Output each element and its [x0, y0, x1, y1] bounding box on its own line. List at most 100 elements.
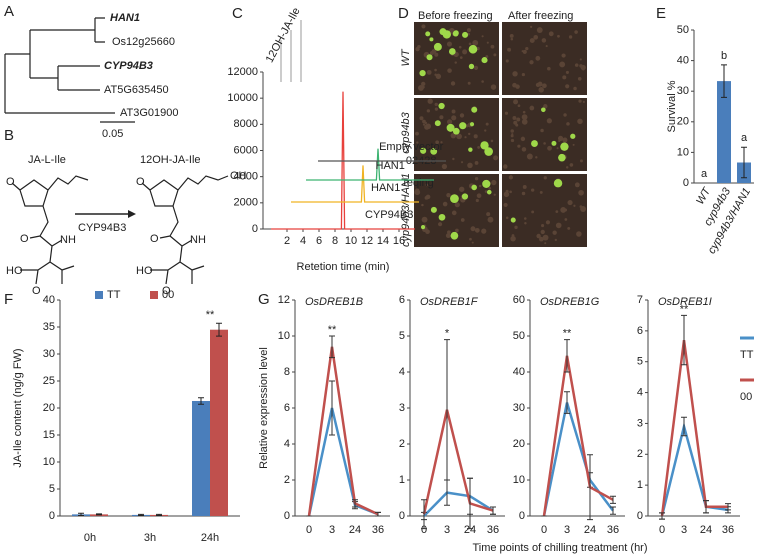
soil: [512, 116, 517, 120]
legend-label: 00: [740, 391, 752, 403]
y-tick-label: 5: [49, 483, 55, 495]
soil: [539, 190, 543, 194]
x-tick-label: 6: [316, 235, 322, 247]
chart-title: OsDREB1F: [420, 296, 479, 308]
y-axis-label: Survival %: [666, 80, 678, 132]
error-bar: [725, 503, 731, 511]
y-tick-label: 6: [399, 294, 405, 306]
atom-label: O: [150, 233, 159, 245]
y-tick-label: 7: [637, 294, 643, 306]
trace: [291, 165, 419, 203]
soil: [560, 207, 567, 213]
error-bar: [198, 397, 204, 405]
soil: [580, 159, 583, 163]
soil: [559, 61, 566, 68]
seedling: [429, 37, 434, 42]
atom-label: NH: [60, 234, 76, 246]
soil: [512, 71, 518, 77]
soil: [486, 212, 491, 217]
tree-branches: [4, 17, 115, 114]
soil: [509, 33, 514, 38]
atom-label: HO: [136, 265, 153, 277]
soil: [533, 35, 539, 40]
soil: [511, 133, 514, 136]
trace-label: HAN1: [371, 182, 400, 194]
soil: [517, 104, 521, 108]
x-tick-label: 12: [361, 235, 373, 247]
soil: [426, 69, 432, 75]
x-tick-label: 4: [300, 235, 306, 247]
y-tick-label: 3: [637, 417, 643, 429]
x-tick-label: 10: [345, 235, 357, 247]
soil: [474, 227, 480, 233]
soil: [481, 228, 487, 234]
atom-label: OH: [230, 170, 247, 182]
x-axis-label: Time points of chilling treatment (hr): [472, 542, 647, 554]
soil: [510, 129, 514, 133]
y-tick-label: 4000: [234, 171, 258, 183]
seedling: [510, 217, 516, 223]
error-bar: [610, 506, 616, 515]
trace-label: CYP94B3: [365, 209, 413, 221]
y-tick-label: 5: [637, 356, 643, 368]
soil: [424, 121, 428, 125]
soil: [573, 86, 577, 91]
soil: [567, 226, 571, 230]
panel-label: B: [4, 127, 14, 144]
soil: [415, 46, 420, 52]
seedling: [558, 153, 566, 162]
seedling: [553, 179, 563, 188]
soil: [434, 107, 439, 111]
error-bar: [329, 380, 335, 436]
soil: [523, 217, 527, 220]
scale-label: 0.05: [102, 128, 123, 140]
soil: [547, 66, 551, 71]
structure: [11, 175, 89, 285]
x-tick-label: 24h: [201, 532, 219, 544]
soil: [535, 156, 538, 159]
soil: [421, 24, 426, 29]
soil: [419, 116, 424, 121]
atom-label: NH: [190, 234, 206, 246]
reaction: JA-L-Ile 12OH-JA-Ile O O NH HO O CYP94B3…: [6, 154, 247, 297]
soil: [452, 157, 455, 161]
y-axis-label: Relative expression level: [258, 347, 270, 469]
y-tick-label: 60: [513, 294, 525, 306]
annotation: a: [741, 132, 748, 144]
photo: [502, 22, 587, 95]
soil: [505, 59, 509, 63]
seedling: [419, 69, 426, 77]
soil: [454, 202, 460, 208]
legend-swatch: [95, 291, 103, 299]
panel-label: G: [258, 291, 270, 308]
seedling: [452, 127, 460, 135]
soil: [435, 140, 440, 145]
x-tick-label: 0: [541, 524, 547, 536]
soil: [445, 233, 451, 239]
soil: [538, 87, 544, 93]
soil: [521, 50, 524, 53]
x-tick-label: 36: [607, 524, 619, 536]
soil: [466, 28, 471, 33]
soil: [450, 81, 456, 86]
soil: [481, 35, 484, 38]
soil: [513, 99, 519, 105]
atom-label: O: [136, 176, 145, 188]
error-bar: [610, 495, 616, 504]
y-tick-label: 50: [677, 24, 689, 36]
atom-label: O: [6, 176, 15, 188]
soil: [464, 136, 467, 139]
error-bar: [96, 513, 102, 516]
error-bar: [467, 477, 473, 530]
seedling: [426, 54, 433, 61]
soil: [478, 184, 482, 188]
error-bar: [703, 500, 709, 514]
y-tick-label: 6: [637, 325, 643, 337]
seedling: [439, 28, 447, 36]
y-tick-label: 8: [284, 366, 290, 378]
trace: [271, 91, 415, 230]
soil: [541, 224, 545, 228]
x-tick-label: WT: [694, 185, 714, 207]
soil: [434, 102, 438, 107]
